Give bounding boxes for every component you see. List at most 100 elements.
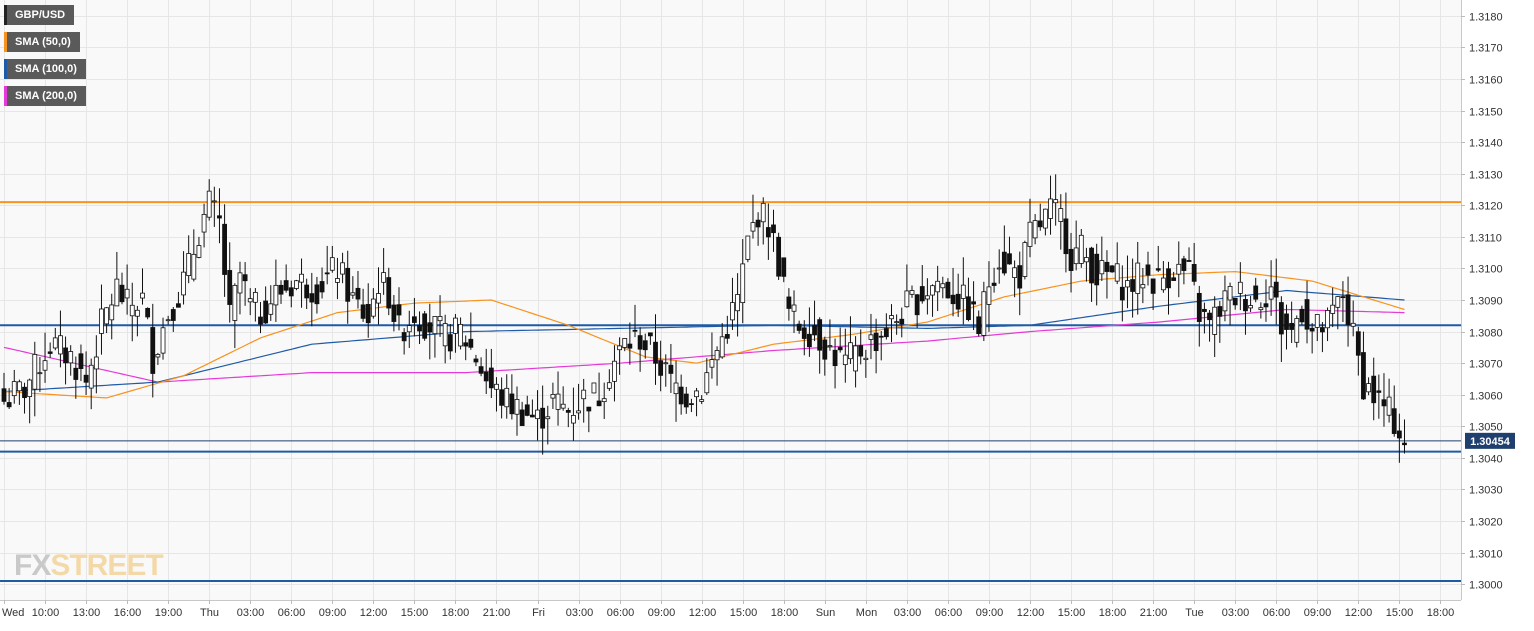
- candle: [637, 327, 643, 372]
- candle-body: [509, 393, 515, 415]
- candle: [883, 313, 889, 340]
- candle: [1032, 214, 1038, 245]
- candle: [453, 314, 458, 353]
- candle: [822, 336, 828, 376]
- candle: [160, 317, 166, 360]
- candle: [165, 315, 171, 325]
- candle: [278, 280, 284, 304]
- candle-body: [288, 287, 294, 297]
- sma-lines: [3, 270, 1405, 399]
- candle-body: [945, 281, 951, 299]
- candle: [258, 302, 263, 334]
- x-tick-label: 15:00: [730, 607, 758, 619]
- candle-body: [145, 307, 151, 318]
- candle: [1371, 357, 1377, 421]
- candle: [355, 271, 361, 309]
- candle-body: [863, 357, 869, 361]
- candle-body: [211, 200, 217, 203]
- candle-body: [63, 347, 68, 364]
- candle-body: [637, 335, 643, 350]
- candle: [370, 288, 376, 319]
- legend-item-gbpusd[interactable]: GBP/USD: [4, 5, 75, 25]
- candle: [571, 387, 576, 441]
- candle: [329, 245, 335, 273]
- candle-body: [950, 294, 956, 305]
- candle-body: [83, 374, 89, 383]
- candle-body: [694, 390, 699, 398]
- candle: [760, 197, 766, 245]
- candle-body: [724, 334, 730, 339]
- candle: [232, 283, 238, 349]
- candle-body: [1140, 284, 1146, 289]
- candle: [1207, 310, 1212, 342]
- candle: [1073, 220, 1079, 271]
- logo-fx: FX: [14, 549, 51, 582]
- legend-item-sma100[interactable]: SMA (100,0): [4, 59, 86, 79]
- candle: [68, 345, 74, 376]
- candle-body: [627, 343, 633, 349]
- candle: [1258, 302, 1264, 319]
- legend-swatch-sma100: [4, 59, 7, 79]
- candle-body: [1248, 305, 1253, 309]
- x-tick-label: 09:00: [1304, 607, 1332, 619]
- candle-body: [1022, 242, 1028, 277]
- candle: [873, 318, 879, 374]
- candle: [150, 303, 156, 398]
- candle-body: [406, 325, 412, 333]
- candle-body: [58, 335, 63, 355]
- x-axis: Wed 10:00 13:00 16:00 19:00 Thu 03:00 06:00 09:0…: [2, 600, 1454, 619]
- sma-50-line: [3, 270, 1405, 399]
- candle-body: [1258, 307, 1264, 311]
- candle-body: [919, 286, 925, 302]
- candle-body: [1355, 331, 1361, 356]
- candle-body: [776, 236, 782, 277]
- candle-body: [1130, 279, 1135, 292]
- candle: [1330, 287, 1336, 328]
- candle-body: [11, 381, 17, 397]
- sma-100-line: [3, 289, 1405, 393]
- candle: [586, 406, 592, 433]
- candle: [145, 307, 151, 320]
- candle-body: [1042, 208, 1048, 229]
- candle: [683, 386, 689, 414]
- x-tick-label: 03:00: [237, 607, 265, 619]
- candle-body: [960, 284, 966, 299]
- candle-body: [1232, 297, 1238, 306]
- candle-body: [1335, 296, 1341, 308]
- x-tick-label: 18:00: [1427, 607, 1455, 619]
- candle: [1130, 258, 1135, 318]
- candle: [627, 322, 633, 365]
- candle: [591, 382, 597, 394]
- x-tick-label: 16:00: [114, 607, 142, 619]
- candle-body: [1243, 299, 1248, 312]
- candle-body: [1078, 234, 1084, 264]
- candle: [396, 287, 402, 331]
- candle-body: [771, 224, 776, 234]
- candle-body: [345, 267, 351, 302]
- candle-body: [560, 403, 566, 409]
- candle-body: [411, 316, 417, 323]
- candle: [1304, 280, 1310, 344]
- candle-body: [468, 338, 474, 348]
- candle-body: [1253, 285, 1259, 300]
- y-tick-label: 1.3070: [1469, 359, 1503, 371]
- legend-item-sma200[interactable]: SMA (200,0): [4, 86, 86, 106]
- candle: [1212, 296, 1218, 358]
- legend-label-sma100: SMA (100,0): [15, 63, 77, 75]
- legend-item-sma50[interactable]: SMA (50,0): [4, 32, 80, 52]
- candle: [606, 369, 612, 391]
- candle-body: [883, 328, 889, 338]
- candle: [376, 267, 381, 325]
- candle-body: [745, 235, 751, 260]
- candle: [1125, 255, 1130, 309]
- candle: [1135, 241, 1141, 315]
- candle-body: [1053, 199, 1059, 204]
- candle: [529, 399, 535, 418]
- candle: [914, 294, 920, 329]
- candle: [1053, 174, 1059, 226]
- candle-body: [52, 337, 58, 349]
- candle-body: [196, 245, 202, 258]
- candle: [704, 358, 710, 395]
